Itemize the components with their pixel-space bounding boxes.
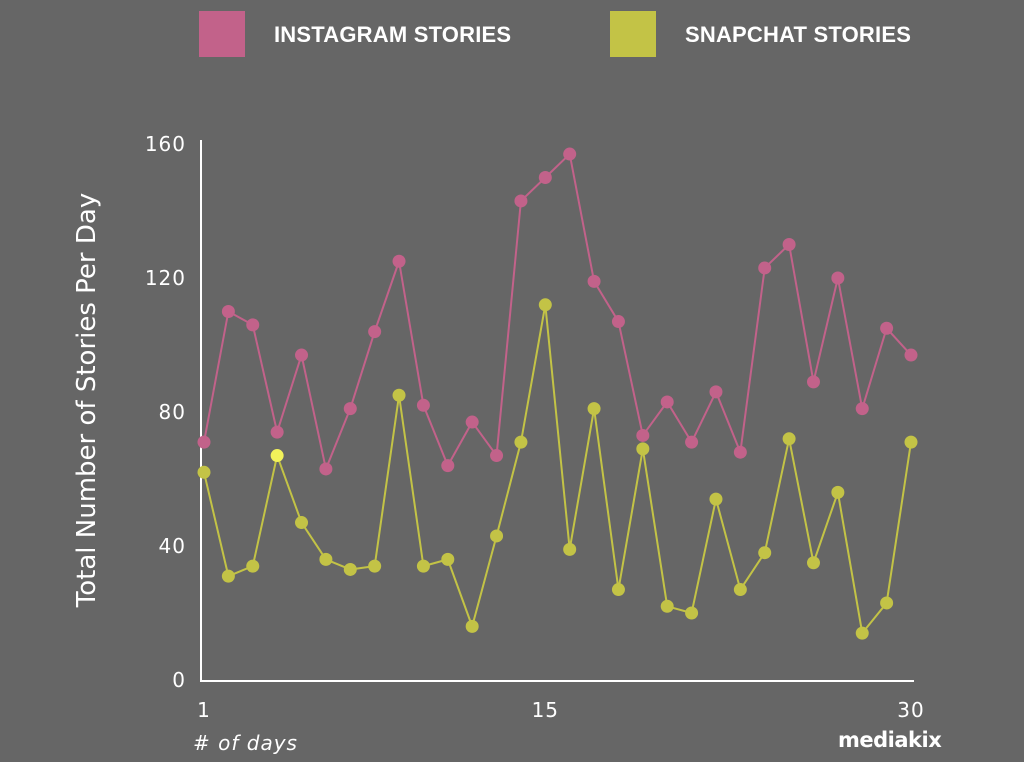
- data-point-instagram[interactable]: [514, 194, 528, 208]
- data-point-instagram[interactable]: [611, 315, 625, 329]
- data-point-instagram[interactable]: [636, 428, 650, 442]
- legend-swatch-instagram: [199, 11, 245, 57]
- data-point-instagram[interactable]: [392, 254, 406, 268]
- data-point-snapchat[interactable]: [709, 492, 723, 506]
- data-point-snapchat[interactable]: [246, 559, 260, 573]
- data-point-instagram[interactable]: [416, 398, 430, 412]
- data-point-snapchat[interactable]: [611, 583, 625, 597]
- y-tick-label: 80: [159, 400, 186, 424]
- data-point-snapchat[interactable]: [904, 435, 918, 449]
- data-point-instagram[interactable]: [587, 274, 601, 288]
- data-point-instagram[interactable]: [855, 402, 869, 416]
- data-point-snapchat[interactable]: [295, 516, 309, 530]
- legend-label-snapchat: SNAPCHAT STORIES: [685, 22, 912, 47]
- data-point-snapchat[interactable]: [514, 435, 528, 449]
- data-point-instagram[interactable]: [904, 348, 918, 362]
- data-point-snapchat[interactable]: [319, 552, 333, 566]
- data-point-snapchat[interactable]: [221, 569, 235, 583]
- data-point-snapchat[interactable]: [490, 529, 504, 543]
- axes: [200, 140, 914, 682]
- data-point-snapchat[interactable]: [806, 556, 820, 570]
- data-point-instagram[interactable]: [441, 459, 455, 473]
- data-point-snapchat[interactable]: [197, 465, 211, 479]
- data-point-snapchat[interactable]: [685, 606, 699, 620]
- y-tick-label: 40: [159, 534, 186, 558]
- data-point-instagram[interactable]: [758, 261, 772, 275]
- data-point-instagram[interactable]: [733, 445, 747, 459]
- data-point-instagram[interactable]: [782, 238, 796, 251]
- data-point-snapchat[interactable]: [880, 596, 894, 610]
- data-point-instagram[interactable]: [465, 415, 479, 429]
- data-point-snapchat[interactable]: [855, 626, 869, 640]
- y-tick-label: 120: [145, 266, 186, 290]
- data-point-snapchat[interactable]: [343, 562, 357, 576]
- series-line-snapchat: [203, 303, 912, 635]
- data-point-snapchat[interactable]: [831, 485, 845, 499]
- data-point-snapchat[interactable]: [270, 449, 284, 463]
- data-point-snapchat[interactable]: [636, 442, 650, 456]
- x-tick-label: 15: [532, 698, 559, 722]
- data-point-instagram[interactable]: [368, 325, 382, 339]
- legend: INSTAGRAM STORIES SNAPCHAT STORIES: [0, 0, 1024, 80]
- data-point-snapchat[interactable]: [392, 388, 406, 402]
- x-tick-labels: 1 15 30: [197, 698, 924, 722]
- y-tick-label: 160: [145, 132, 186, 156]
- data-point-instagram[interactable]: [538, 171, 552, 184]
- x-tick-label: 1: [197, 698, 211, 722]
- legend-swatch-snapchat: [610, 11, 656, 57]
- data-point-snapchat[interactable]: [368, 559, 382, 573]
- data-point-instagram[interactable]: [490, 449, 504, 463]
- data-point-snapchat[interactable]: [441, 552, 455, 566]
- data-point-instagram[interactable]: [806, 375, 820, 389]
- data-point-snapchat[interactable]: [660, 599, 674, 613]
- y-tick-label: 0: [172, 668, 186, 692]
- data-point-instagram[interactable]: [319, 462, 333, 476]
- series-points: [197, 147, 918, 640]
- data-point-snapchat[interactable]: [538, 298, 552, 312]
- data-point-instagram[interactable]: [685, 435, 699, 449]
- y-axis-title: Total Number of Stories Per Day: [72, 193, 102, 608]
- data-point-instagram[interactable]: [880, 321, 894, 335]
- data-point-instagram[interactable]: [221, 305, 235, 318]
- data-point-snapchat[interactable]: [733, 583, 747, 597]
- data-point-snapchat[interactable]: [587, 402, 601, 416]
- series-lines: [203, 153, 912, 635]
- data-point-snapchat[interactable]: [782, 432, 796, 446]
- data-point-instagram[interactable]: [563, 147, 577, 161]
- x-tick-label: 30: [897, 698, 924, 722]
- data-point-instagram[interactable]: [831, 271, 845, 285]
- data-point-instagram[interactable]: [246, 318, 260, 332]
- data-point-instagram[interactable]: [295, 348, 309, 362]
- data-point-snapchat[interactable]: [416, 559, 430, 573]
- data-point-instagram[interactable]: [270, 425, 284, 439]
- data-point-instagram[interactable]: [660, 395, 674, 409]
- data-point-instagram[interactable]: [709, 385, 723, 399]
- mediakix-logo: mediakix: [838, 728, 942, 752]
- y-tick-labels: 0 40 80 120 160: [145, 132, 186, 692]
- legend-label-instagram: INSTAGRAM STORIES: [274, 22, 512, 47]
- data-point-instagram[interactable]: [343, 402, 357, 416]
- data-point-snapchat[interactable]: [563, 542, 577, 556]
- data-point-instagram[interactable]: [197, 435, 211, 449]
- data-point-snapchat[interactable]: [465, 619, 479, 633]
- series-line-instagram: [203, 153, 912, 470]
- x-axis-title: # of days: [193, 731, 298, 755]
- data-point-snapchat[interactable]: [758, 546, 772, 560]
